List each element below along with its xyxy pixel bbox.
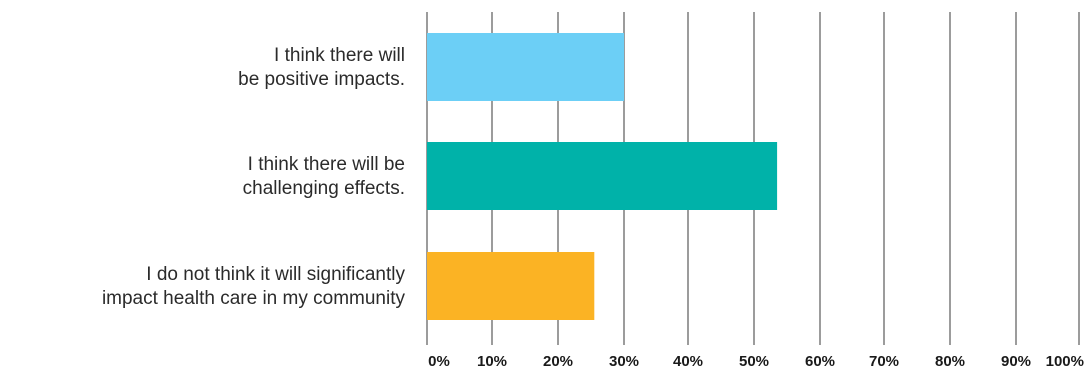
category-label-0-line-1: be positive impacts.: [238, 69, 405, 90]
category-label-0-line-0: I think there will: [274, 45, 405, 66]
x-tick-label-0: 0%: [428, 353, 450, 370]
x-tick-label-4: 40%: [673, 353, 703, 370]
bar-1: [427, 142, 778, 210]
x-tick-label-6: 60%: [805, 353, 835, 370]
bars: [427, 33, 778, 320]
bar-0: [427, 33, 624, 101]
x-tick-label-7: 70%: [869, 353, 899, 370]
category-label-0: I think there will be positive impacts.: [238, 45, 405, 90]
category-label-1-line-0: I think there will be: [248, 154, 405, 175]
x-tick-label-2: 20%: [543, 353, 573, 370]
x-tick-label-9: 90%: [1001, 353, 1031, 370]
bar-2: [427, 252, 595, 320]
category-label-2-line-0: I do not think it will significantly: [146, 264, 405, 285]
x-tick-label-8: 80%: [935, 353, 965, 370]
category-label-1-line-1: challenging effects.: [243, 178, 405, 199]
category-label-1: I think there will be challenging effects…: [243, 154, 405, 199]
category-label-2: I do not think it will significantly impa…: [102, 264, 406, 309]
x-tick-label-1: 10%: [477, 353, 507, 370]
x-tick-label-10: 100%: [1046, 353, 1084, 370]
category-labels: I think there will be positive impacts.I …: [102, 45, 406, 309]
x-tick-label-5: 50%: [739, 353, 769, 370]
x-axis-tick-labels: 0% 10% 20% 30% 40% 50% 60% 70% 80% 90% 100%: [428, 353, 1084, 370]
x-tick-label-3: 30%: [609, 353, 639, 370]
category-label-2-line-1: impact health care in my community: [102, 288, 406, 309]
